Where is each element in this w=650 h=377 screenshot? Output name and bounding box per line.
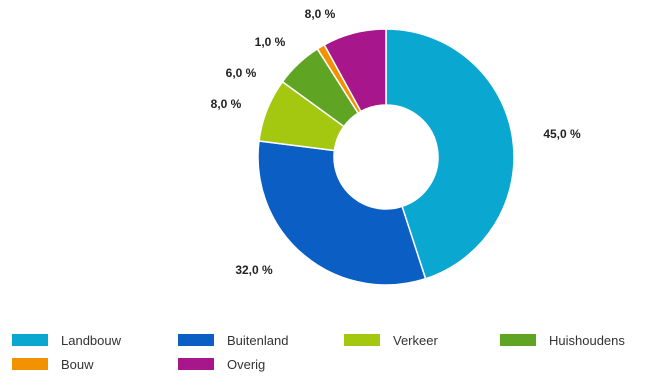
data-label-landbouw: 45,0 % (543, 127, 581, 141)
slice-buitenland (257, 140, 427, 286)
legend-label-overig: Overig (227, 356, 266, 372)
data-label-bouw: 1,0 % (255, 35, 286, 49)
data-label-overig: 8,0 % (305, 7, 336, 21)
legend-item-huishoudens: Huishoudens (500, 331, 625, 349)
legend-swatch-overig (178, 358, 214, 370)
legend: Landbouw Buitenland Verkeer Huishoudens … (12, 331, 642, 375)
legend-item-landbouw: Landbouw (12, 331, 121, 349)
legend-label-landbouw: Landbouw (61, 332, 121, 348)
legend-item-buitenland: Buitenland (178, 331, 288, 349)
slice-landbouw (385, 28, 515, 280)
data-label-huishoudens: 6,0 % (226, 66, 257, 80)
legend-label-huishoudens: Huishoudens (549, 332, 625, 348)
data-label-buitenland: 32,0 % (235, 263, 273, 277)
legend-swatch-bouw (12, 358, 48, 370)
slice-overig (323, 28, 387, 113)
legend-swatch-verkeer (344, 334, 380, 346)
legend-label-verkeer: Verkeer (393, 332, 438, 348)
legend-item-verkeer: Verkeer (344, 331, 438, 349)
legend-swatch-buitenland (178, 334, 214, 346)
legend-item-overig: Overig (178, 355, 265, 373)
legend-label-bouw: Bouw (61, 356, 94, 372)
legend-label-buitenland: Buitenland (227, 332, 289, 348)
data-label-verkeer: 8,0 % (211, 97, 242, 111)
legend-item-bouw: Bouw (12, 355, 94, 373)
donut-chart: 45,0 % 32,0 % 8,0 % 6,0 % 1,0 % 8,0 % (211, 7, 581, 286)
legend-swatch-huishoudens (500, 334, 536, 346)
legend-swatch-landbouw (12, 334, 48, 346)
